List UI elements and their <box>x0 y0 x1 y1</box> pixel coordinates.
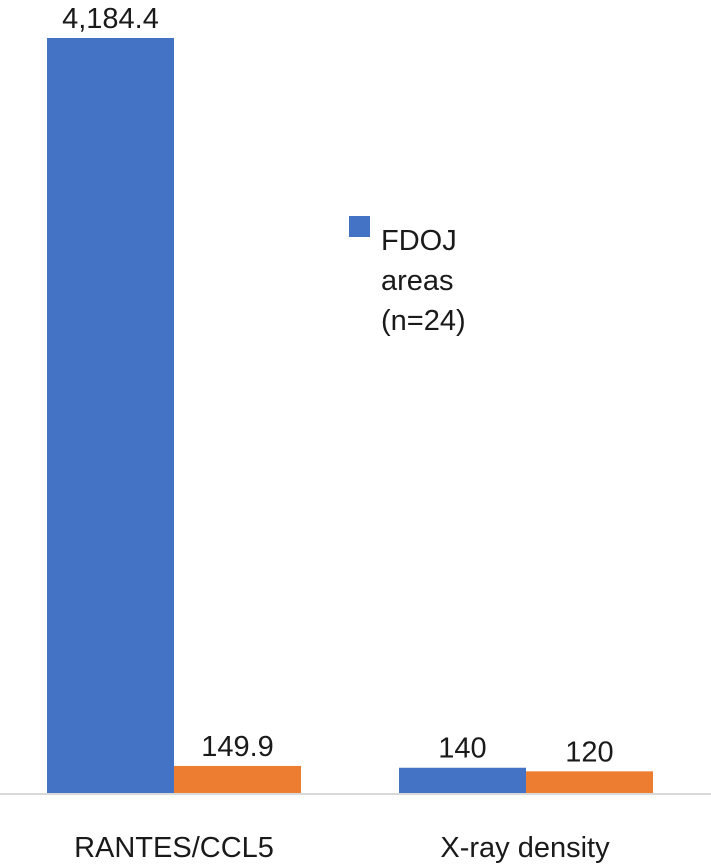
data-label-series1-x-ray-density: 140 <box>438 733 486 765</box>
data-label-series2-rantes-ccl5: 149.9 <box>201 731 274 763</box>
bar-series2-rantes-ccl5 <box>174 765 301 793</box>
category-label-rantes-ccl5: RANTES/CCL5 <box>74 832 274 864</box>
legend: FDOJ areas (n=24) <box>349 216 466 337</box>
data-label-series2-x-ray-density: 120 <box>565 736 613 768</box>
data-label-series1-rantes-ccl5: 4,184.4 <box>62 3 159 35</box>
category-label-x-ray-density: X-ray density <box>440 832 610 864</box>
bar-series2-x-ray-density <box>526 771 653 793</box>
bars-group <box>47 38 653 793</box>
legend-label-line-3: (n=24) <box>381 305 466 337</box>
category-labels-group: RANTES/CCL5 X-ray density <box>74 832 610 864</box>
legend-label-line-2: areas <box>381 265 454 297</box>
legend-label-line-1: FDOJ <box>381 225 457 257</box>
legend-swatch-fdoj-areas <box>349 216 370 237</box>
bar-series1-x-ray-density <box>399 767 526 793</box>
data-labels-group: 4,184.4 140 149.9 120 <box>62 3 614 768</box>
bar-series1-rantes-ccl5 <box>47 38 174 793</box>
